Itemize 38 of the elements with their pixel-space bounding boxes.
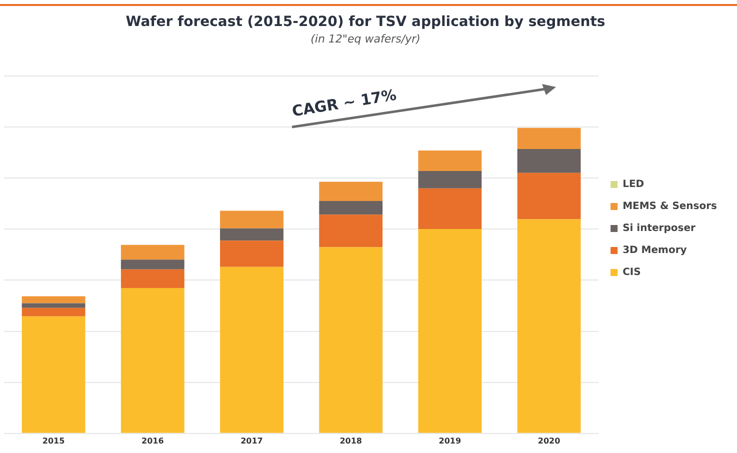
bar (22, 316, 86, 433)
legend-label: 3D Memory (622, 245, 688, 256)
legend-label: LED (622, 179, 644, 190)
bar (22, 308, 86, 316)
bar (220, 266, 284, 433)
bar (120, 269, 184, 288)
bar (319, 247, 383, 433)
bar (220, 240, 284, 267)
bar (418, 188, 482, 230)
x-tick-label: 2016 (142, 436, 164, 446)
bar (120, 260, 184, 270)
x-tick-label: 2018 (340, 436, 362, 446)
bar (418, 171, 482, 188)
bar (418, 150, 482, 171)
legend-label: CIS (622, 267, 641, 278)
bar (22, 303, 86, 308)
x-tick-label: 2019 (438, 436, 462, 446)
bar (418, 229, 482, 433)
bar (120, 288, 184, 433)
text: CAGR ~ 17% (290, 86, 398, 120)
bar (517, 219, 581, 433)
bar (220, 228, 284, 241)
bar (319, 200, 383, 215)
bar (517, 149, 581, 173)
bar (517, 128, 581, 150)
x-tick-label: 2017 (240, 436, 263, 446)
chart-subtitle: (in 12"eq wafers/yr) (310, 32, 420, 46)
bar (319, 214, 383, 248)
legend-label: MEMS & Sensors (622, 201, 718, 212)
legend-label: Si interposer (622, 223, 696, 234)
chart-title: Wafer forecast (2015-2020) for TSV application by segments (126, 14, 606, 30)
bar (220, 210, 284, 228)
bar (319, 182, 383, 201)
bar (22, 296, 86, 304)
x-tick-label: 2015 (42, 436, 66, 446)
x-tick-label: 2020 (538, 436, 561, 446)
bar (517, 172, 581, 220)
bar (120, 244, 184, 260)
